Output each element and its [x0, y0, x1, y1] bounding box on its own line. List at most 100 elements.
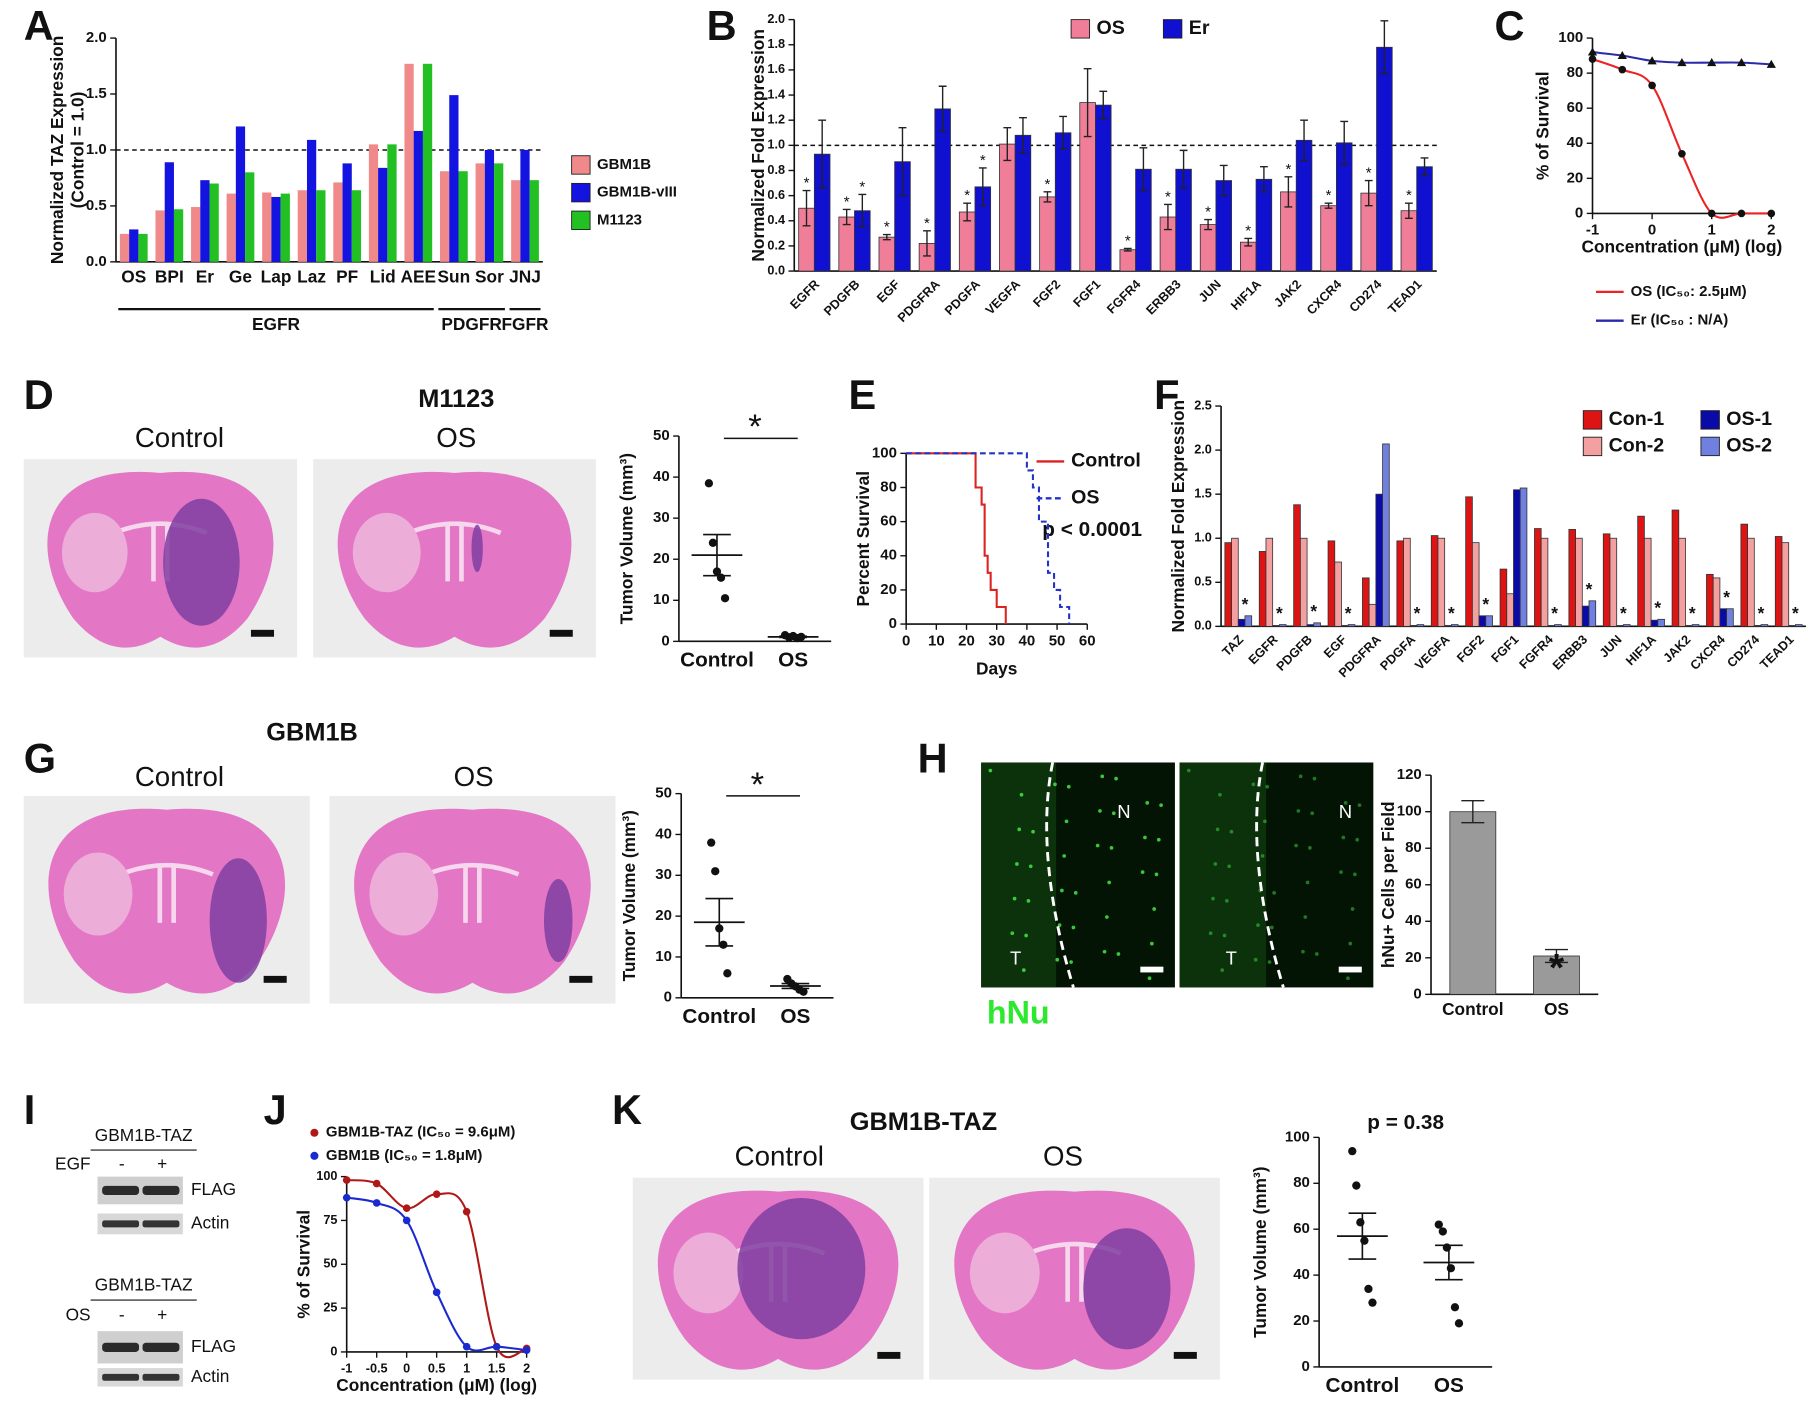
error-bar: [898, 127, 907, 197]
x-tick-label: Sor: [475, 267, 504, 287]
y-tick-label: 80: [1567, 64, 1584, 81]
bar: [1478, 615, 1487, 627]
error-bar: [963, 202, 972, 222]
y-axis-label: % of Survival: [294, 1210, 314, 1319]
significance: *: [1165, 188, 1171, 205]
bar: [1014, 134, 1032, 272]
tumor: [163, 498, 240, 626]
x-tick-label: 30: [988, 632, 1005, 649]
bar: [1244, 615, 1253, 627]
stain-label: hNu: [987, 995, 1050, 1031]
nucleus: [1350, 907, 1355, 911]
nucleus: [1021, 968, 1026, 972]
error-bar: [1003, 127, 1012, 162]
treatment-label: OS: [66, 1305, 91, 1325]
survival-curve: [906, 452, 1007, 625]
ventricle: [425, 862, 520, 923]
y-axis-label: Tumor Volume (mm³): [617, 453, 637, 624]
bar: [1650, 619, 1659, 627]
bar: [1231, 537, 1239, 627]
bar: [387, 144, 397, 262]
nucleus: [1296, 809, 1301, 813]
panel-label: H: [918, 734, 948, 781]
point: [402, 1204, 411, 1212]
legend-label: OS: [1071, 487, 1099, 509]
x-tick-label: Lid: [370, 267, 396, 287]
panel-label: J: [264, 1086, 287, 1133]
legend-swatch: [310, 1128, 319, 1137]
x-tick-label: 1: [463, 1362, 470, 1376]
bar: [1306, 624, 1315, 627]
error-bar: [1259, 166, 1268, 193]
nucleus: [1071, 925, 1076, 930]
y-tick-label: 30: [653, 509, 670, 526]
tumor: [1083, 1228, 1171, 1350]
error-bar: [1043, 191, 1052, 203]
nucleus: [1263, 819, 1267, 824]
y-tick-label: 0.0: [767, 263, 785, 277]
point: [402, 1216, 411, 1225]
bar: [494, 163, 504, 262]
nucleus: [1100, 774, 1105, 779]
y-tick-label: 1.6: [767, 62, 785, 76]
bar: [1471, 542, 1480, 627]
bar: [1224, 542, 1232, 627]
legend-swatch: [571, 155, 591, 175]
y-tick-label: 0.6: [767, 188, 785, 202]
bar: [1712, 577, 1721, 627]
significance: *: [1792, 603, 1799, 623]
legend-label: Control: [1071, 450, 1141, 472]
error-bar: [1123, 247, 1132, 252]
significance: *: [748, 408, 761, 446]
y-tick-label: 0.0: [86, 253, 107, 270]
sem-bar: [705, 897, 734, 947]
band-label: Actin: [191, 1212, 229, 1232]
point: [704, 479, 714, 488]
cell-line-label: GBM1B-TAZ: [95, 1275, 193, 1295]
nucleus: [1294, 843, 1298, 848]
region-label: T: [1226, 948, 1237, 969]
point: [1736, 57, 1747, 67]
bar: [1533, 955, 1580, 995]
nucleus: [1303, 915, 1308, 919]
chart-title: M1123: [418, 385, 494, 413]
y-tick-label: 20: [1567, 169, 1584, 186]
bar: [1382, 443, 1390, 627]
x-axis-label: Days: [976, 659, 1017, 679]
x-tick-label: 0: [1648, 222, 1656, 239]
x-tick-label: Lap: [261, 267, 292, 287]
y-axis-label: Normalized TAZ Expression: [47, 36, 67, 264]
bar: [458, 171, 468, 262]
nucleus: [1062, 854, 1067, 858]
nucleus: [1260, 854, 1265, 858]
point: [1360, 1236, 1369, 1245]
bar: [520, 149, 530, 262]
error-bar: [1099, 90, 1108, 120]
x-tick-label: 60: [1079, 632, 1096, 649]
nucleus: [1152, 907, 1157, 911]
point: [1450, 1303, 1460, 1312]
bar: [1499, 568, 1508, 627]
legend-swatch: [1700, 436, 1720, 457]
nucleus: [1114, 776, 1118, 781]
nucleus: [1341, 835, 1346, 840]
legend-label: Er (IC₅₀ : N/A): [1631, 312, 1729, 329]
error-bar: [1179, 149, 1188, 189]
bar: [1781, 542, 1790, 627]
point: [432, 1288, 441, 1297]
nucleus: [1116, 952, 1121, 956]
point: [1707, 209, 1716, 218]
significance: *: [1285, 161, 1291, 178]
nucleus: [1186, 768, 1191, 773]
bar: [1400, 210, 1418, 272]
nucleus: [1211, 896, 1215, 901]
legend-label: Con-1: [1609, 408, 1665, 430]
significance: *: [1310, 601, 1317, 621]
point: [1617, 50, 1627, 60]
nucleus: [1357, 803, 1362, 808]
bar: [1341, 625, 1349, 627]
y-tick-label: 100: [1397, 803, 1422, 820]
y-tick-label: 20: [880, 581, 897, 598]
point: [522, 1346, 531, 1354]
legend-label: Con-2: [1609, 435, 1665, 457]
